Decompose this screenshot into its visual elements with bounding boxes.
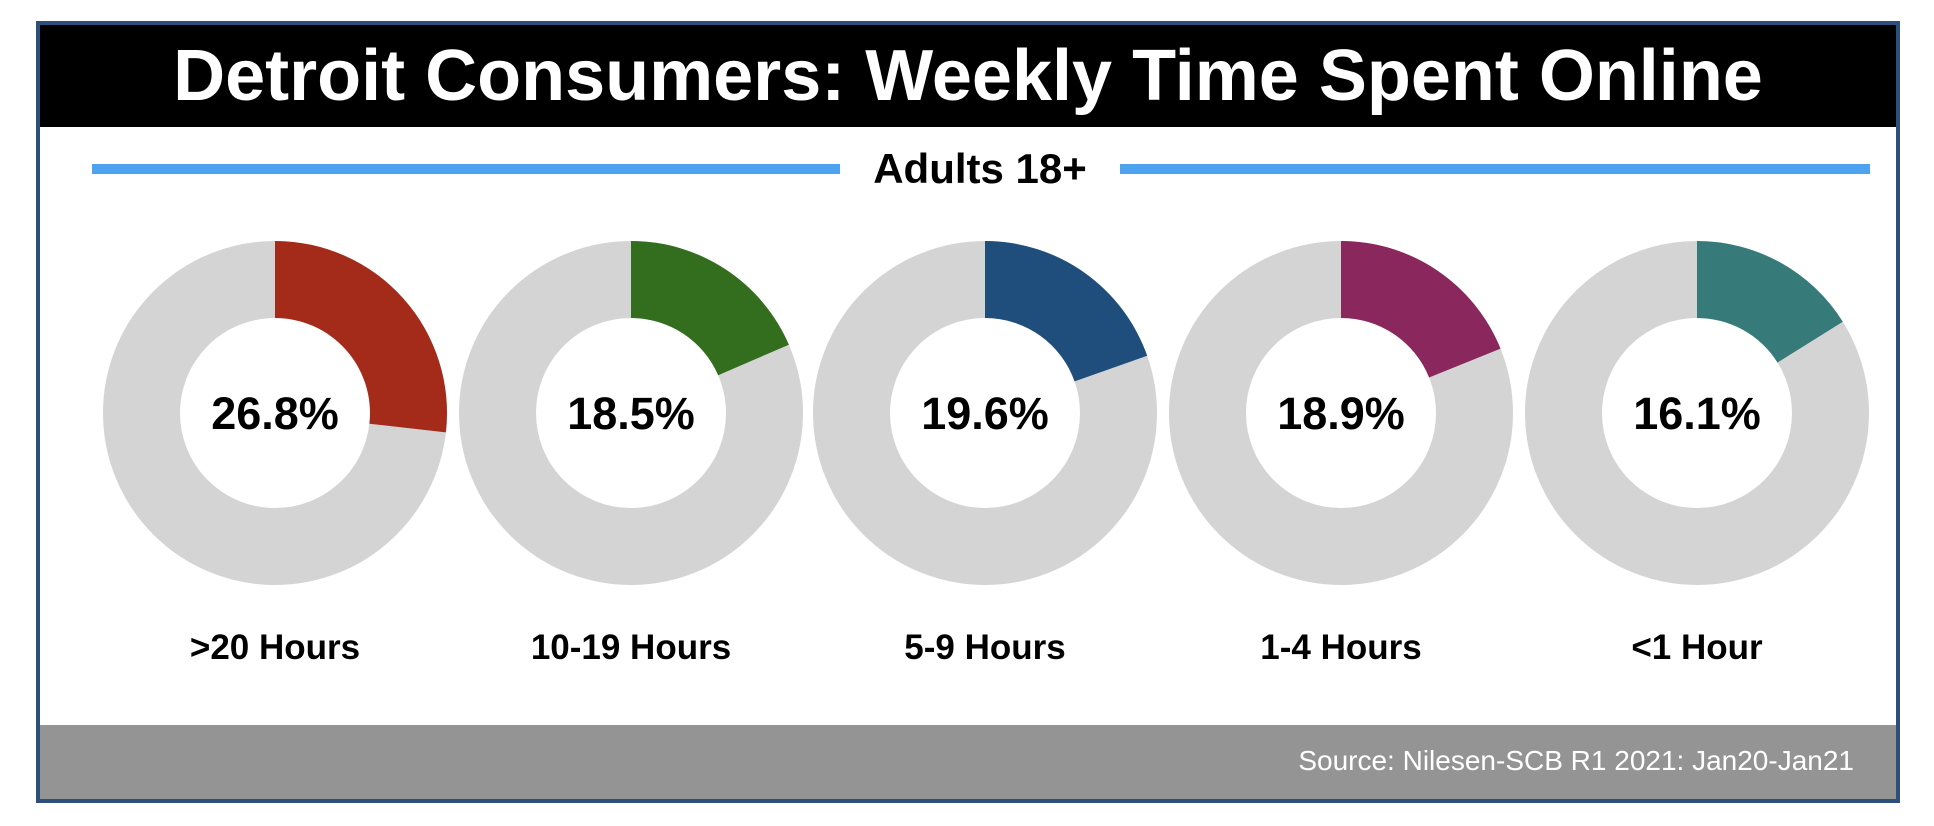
- donut-segment: [985, 241, 1148, 382]
- subtitle-divider-left: [92, 164, 840, 174]
- donut-charts: 26.8% >20 Hours 18.5% 10-19 Hours 19.6% 5-9 H…: [40, 25, 1896, 799]
- subtitle-divider-right: [1120, 164, 1870, 174]
- donut-segment: [631, 241, 789, 376]
- donut-svg: 19.6%: [813, 241, 1157, 585]
- chart-title: Detroit Consumers: Weekly Time Spent Onl…: [40, 25, 1896, 127]
- donut-segment: [1697, 241, 1843, 363]
- donut-svg: 26.8%: [103, 241, 448, 585]
- donut-value-label: 18.9%: [1277, 388, 1405, 439]
- donut-value-label: 16.1%: [1633, 388, 1761, 439]
- donut-chart-4: 18.9% 1-4 Hours: [1168, 240, 1514, 667]
- donut-value-label: 19.6%: [921, 388, 1049, 439]
- subtitle-row: Adults 18+: [92, 147, 1870, 191]
- donut-svg: 18.9%: [1169, 241, 1513, 585]
- donut-segment: [1341, 241, 1501, 378]
- donut-category-label: >20 Hours: [189, 628, 361, 667]
- donut-category-label: <1 Hour: [1631, 628, 1763, 667]
- donut-value-label: 18.5%: [567, 388, 695, 439]
- donut-chart-1: 26.8% >20 Hours: [102, 240, 448, 667]
- source-note: Source: Nilesen-SCB R1 2021: Jan20-Jan21: [1298, 745, 1854, 776]
- donut-chart-3: 19.6% 5-9 Hours: [812, 240, 1158, 667]
- donut-value-label: 26.8%: [211, 388, 339, 439]
- donut-segment: [275, 241, 448, 433]
- donut-chart-2: 18.5% 10-19 Hours: [458, 240, 804, 667]
- chart-subtitle: Adults 18+: [873, 145, 1087, 192]
- donut-svg: 16.1%: [1525, 241, 1869, 585]
- donut-category-label: 5-9 Hours: [904, 628, 1066, 667]
- donut-category-label: 1-4 Hours: [1260, 628, 1422, 667]
- infographic-frame: Detroit Consumers: Weekly Time Spent Onl…: [36, 21, 1900, 803]
- donut-svg: 18.5%: [459, 241, 803, 585]
- donut-chart-5: 16.1% <1 Hour: [1524, 240, 1870, 667]
- footer-bar: Source: Nilesen-SCB R1 2021: Jan20-Jan21: [40, 725, 1896, 799]
- donut-category-label: 10-19 Hours: [530, 628, 732, 667]
